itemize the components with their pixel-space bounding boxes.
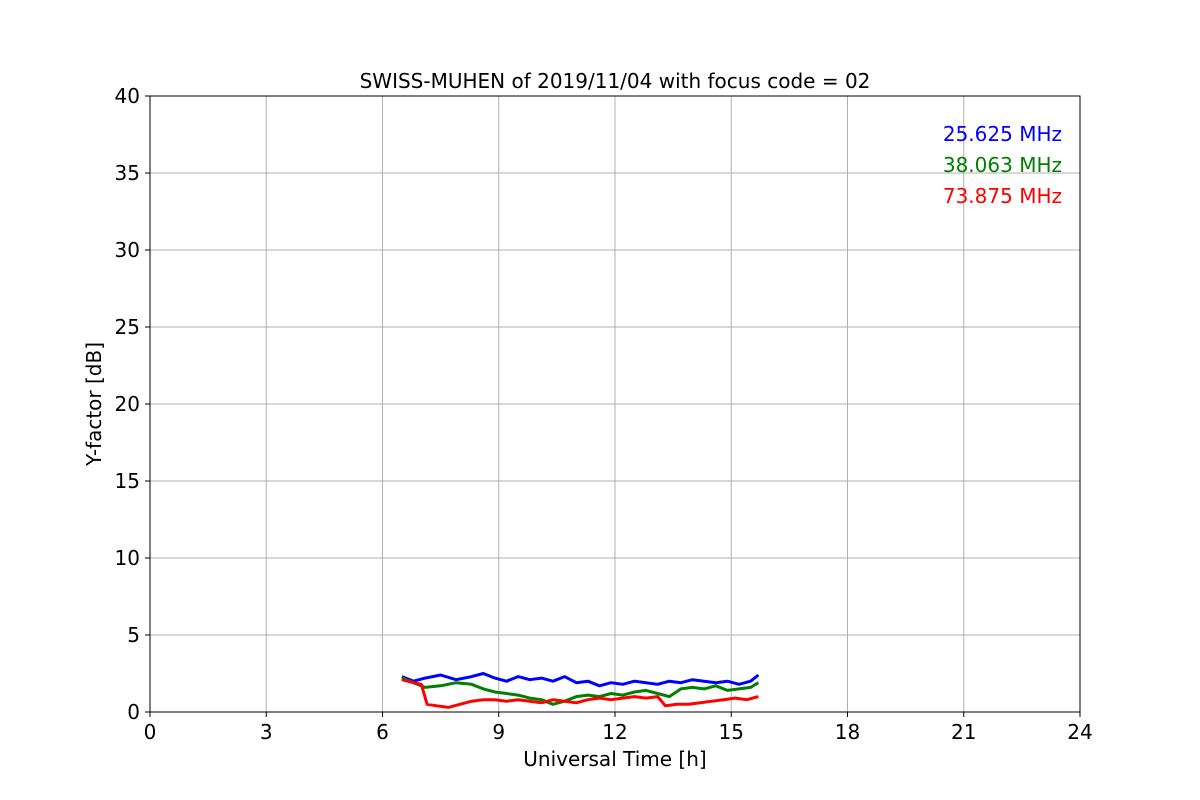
legend: 25.625 MHz 38.063 MHz 73.875 MHz	[943, 122, 1062, 208]
x-tick-label: 21	[951, 720, 976, 744]
x-tick-label: 6	[376, 720, 389, 744]
x-tick-label: 18	[835, 720, 860, 744]
x-axis-label: Universal Time [h]	[523, 747, 706, 771]
series-line-2	[401, 676, 760, 706]
legend-entry-2: 38.063 MHz	[943, 153, 1062, 177]
legend-entry-3: 73.875 MHz	[943, 184, 1062, 208]
y-tick-label: 30	[115, 238, 140, 262]
x-tick-label: 3	[260, 720, 273, 744]
y-tick-label: 40	[115, 84, 140, 108]
legend-entry-1: 25.625 MHz	[943, 122, 1062, 146]
y-tick-label: 25	[115, 315, 140, 339]
series-layer	[401, 672, 760, 709]
y-tick-label: 10	[115, 546, 140, 570]
y-tick-label: 5	[127, 623, 140, 647]
x-tick-label: 0	[144, 720, 157, 744]
y-axis-label: Y-factor [dB]	[82, 342, 106, 467]
y-tick-label: 20	[115, 392, 140, 416]
x-tick-label: 24	[1067, 720, 1092, 744]
x-tick-label: 9	[492, 720, 505, 744]
y-tick-label: 0	[127, 700, 140, 724]
x-tick-label: 15	[719, 720, 744, 744]
ticks: 0 3 6 9 12 15 18 21 24 0 5 10 15 20 25 30 35 40	[115, 84, 1093, 744]
y-tick-label: 35	[115, 161, 140, 185]
series-line-1	[401, 672, 760, 688]
y-tick-label: 15	[115, 469, 140, 493]
x-tick-label: 12	[602, 720, 627, 744]
series-line-3	[401, 678, 759, 709]
chart-title: SWISS-MUHEN of 2019/11/04 with focus cod…	[360, 69, 871, 93]
